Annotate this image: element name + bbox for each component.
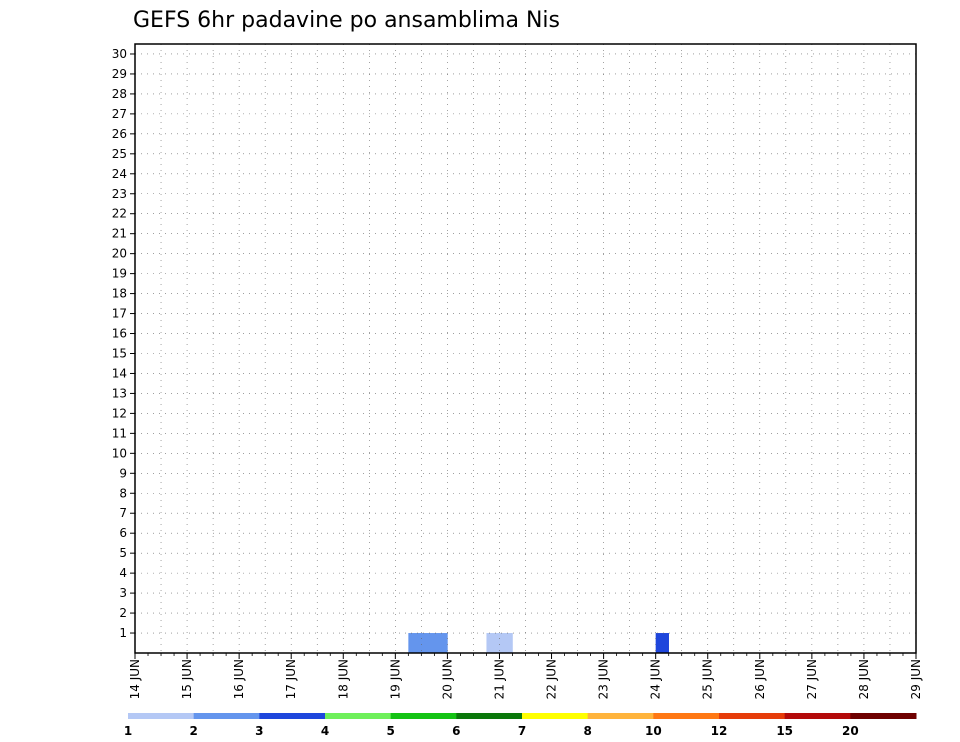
legend-label: 7	[518, 724, 526, 738]
legend-label: 8	[583, 724, 591, 738]
legend-label: 4	[321, 724, 329, 738]
y-tick-label: 7	[119, 506, 127, 520]
legend-swatch	[719, 713, 786, 719]
legend-label: 2	[189, 724, 197, 738]
y-tick-label: 6	[119, 526, 127, 540]
chart-title: GEFS 6hr padavine po ansamblima Nis	[133, 8, 560, 33]
heatmap-cells	[408, 633, 669, 654]
x-tick-label: 21 JUN	[492, 659, 506, 699]
y-tick-label: 4	[119, 566, 127, 580]
y-tick-label: 28	[112, 87, 127, 101]
y-tick-label: 3	[119, 586, 127, 600]
legend-label: 5	[386, 724, 394, 738]
legend-swatch	[259, 713, 326, 719]
legend-swatch	[128, 713, 195, 719]
legend-swatch	[390, 713, 457, 719]
y-tick-label: 16	[112, 327, 127, 341]
x-tick-label: 24 JUN	[649, 659, 663, 699]
x-tick-label: 18 JUN	[336, 659, 350, 699]
y-tick-label: 11	[112, 426, 127, 440]
legend-label: 3	[255, 724, 263, 738]
heatmap-cell	[486, 633, 500, 654]
heatmap-cell	[421, 633, 435, 654]
y-tick-label: 19	[112, 267, 127, 281]
x-tick-label: 26 JUN	[753, 659, 767, 699]
legend-label: 15	[776, 724, 793, 738]
y-tick-label: 13	[112, 386, 127, 400]
y-tick-label: 10	[112, 446, 127, 460]
y-tick-label: 21	[112, 227, 127, 241]
x-tick-label: 14 JUN	[128, 659, 142, 699]
x-tick-label: 20 JUN	[440, 659, 454, 699]
y-tick-label: 18	[112, 287, 127, 301]
y-tick-label: 5	[119, 546, 127, 560]
legend-swatch	[587, 713, 654, 719]
y-tick-label: 26	[112, 127, 127, 141]
x-tick-label: 17 JUN	[284, 659, 298, 699]
legend-swatch	[653, 713, 720, 719]
x-tick-label: 23 JUN	[597, 659, 611, 699]
x-tick-label: 28 JUN	[857, 659, 871, 699]
x-tick-label: 22 JUN	[545, 659, 559, 699]
color-legend: 1 2 3 4 5 6 7 8 10 12 15 20	[124, 713, 917, 738]
x-axis: 14 JUN 15 JUN 16 JUN 17 JUN 18 JUN 19 JUN 20 J…	[128, 653, 923, 699]
x-tick-label: 29 JUN	[909, 659, 923, 699]
y-tick-label: 1	[119, 626, 127, 640]
x-tick-label: 27 JUN	[805, 659, 819, 699]
y-tick-label: 14	[112, 366, 127, 380]
y-tick-label: 30	[112, 47, 127, 61]
legend-label: 12	[711, 724, 728, 738]
y-tick-label: 15	[112, 346, 127, 360]
heatmap-cell	[408, 633, 422, 654]
legend-label: 6	[452, 724, 460, 738]
x-tick-label: 16 JUN	[232, 659, 246, 699]
legend-swatch	[456, 713, 523, 719]
y-tick-label: 20	[112, 247, 127, 261]
legend-swatch	[522, 713, 589, 719]
y-tick-label: 17	[112, 307, 127, 321]
legend-label: 10	[645, 724, 662, 738]
heatmap-cell	[499, 633, 513, 654]
y-tick-label: 24	[112, 167, 127, 181]
x-tick-label: 25 JUN	[701, 659, 715, 699]
legend-swatch	[784, 713, 851, 719]
grid-lines	[135, 44, 916, 653]
legend-label: 20	[842, 724, 859, 738]
plot-frame	[134, 43, 917, 654]
legend-label: 1	[124, 724, 132, 738]
y-tick-label: 9	[119, 466, 127, 480]
heatmap-cell	[434, 633, 448, 654]
x-tick-label: 15 JUN	[180, 659, 194, 699]
y-tick-label: 27	[112, 107, 127, 121]
legend-swatch	[850, 713, 917, 719]
y-tick-label: 25	[112, 147, 127, 161]
heatmap-cell	[655, 633, 669, 654]
y-axis: 1234567891011121314151617181920212223242…	[112, 47, 135, 640]
y-tick-label: 2	[119, 606, 127, 620]
legend-swatch	[325, 713, 392, 719]
y-tick-label: 29	[112, 67, 127, 81]
legend-swatch	[193, 713, 260, 719]
y-tick-label: 8	[119, 486, 127, 500]
y-tick-label: 23	[112, 187, 127, 201]
y-tick-label: 22	[112, 207, 127, 221]
x-tick-label: 19 JUN	[388, 659, 402, 699]
y-tick-label: 12	[112, 406, 127, 420]
